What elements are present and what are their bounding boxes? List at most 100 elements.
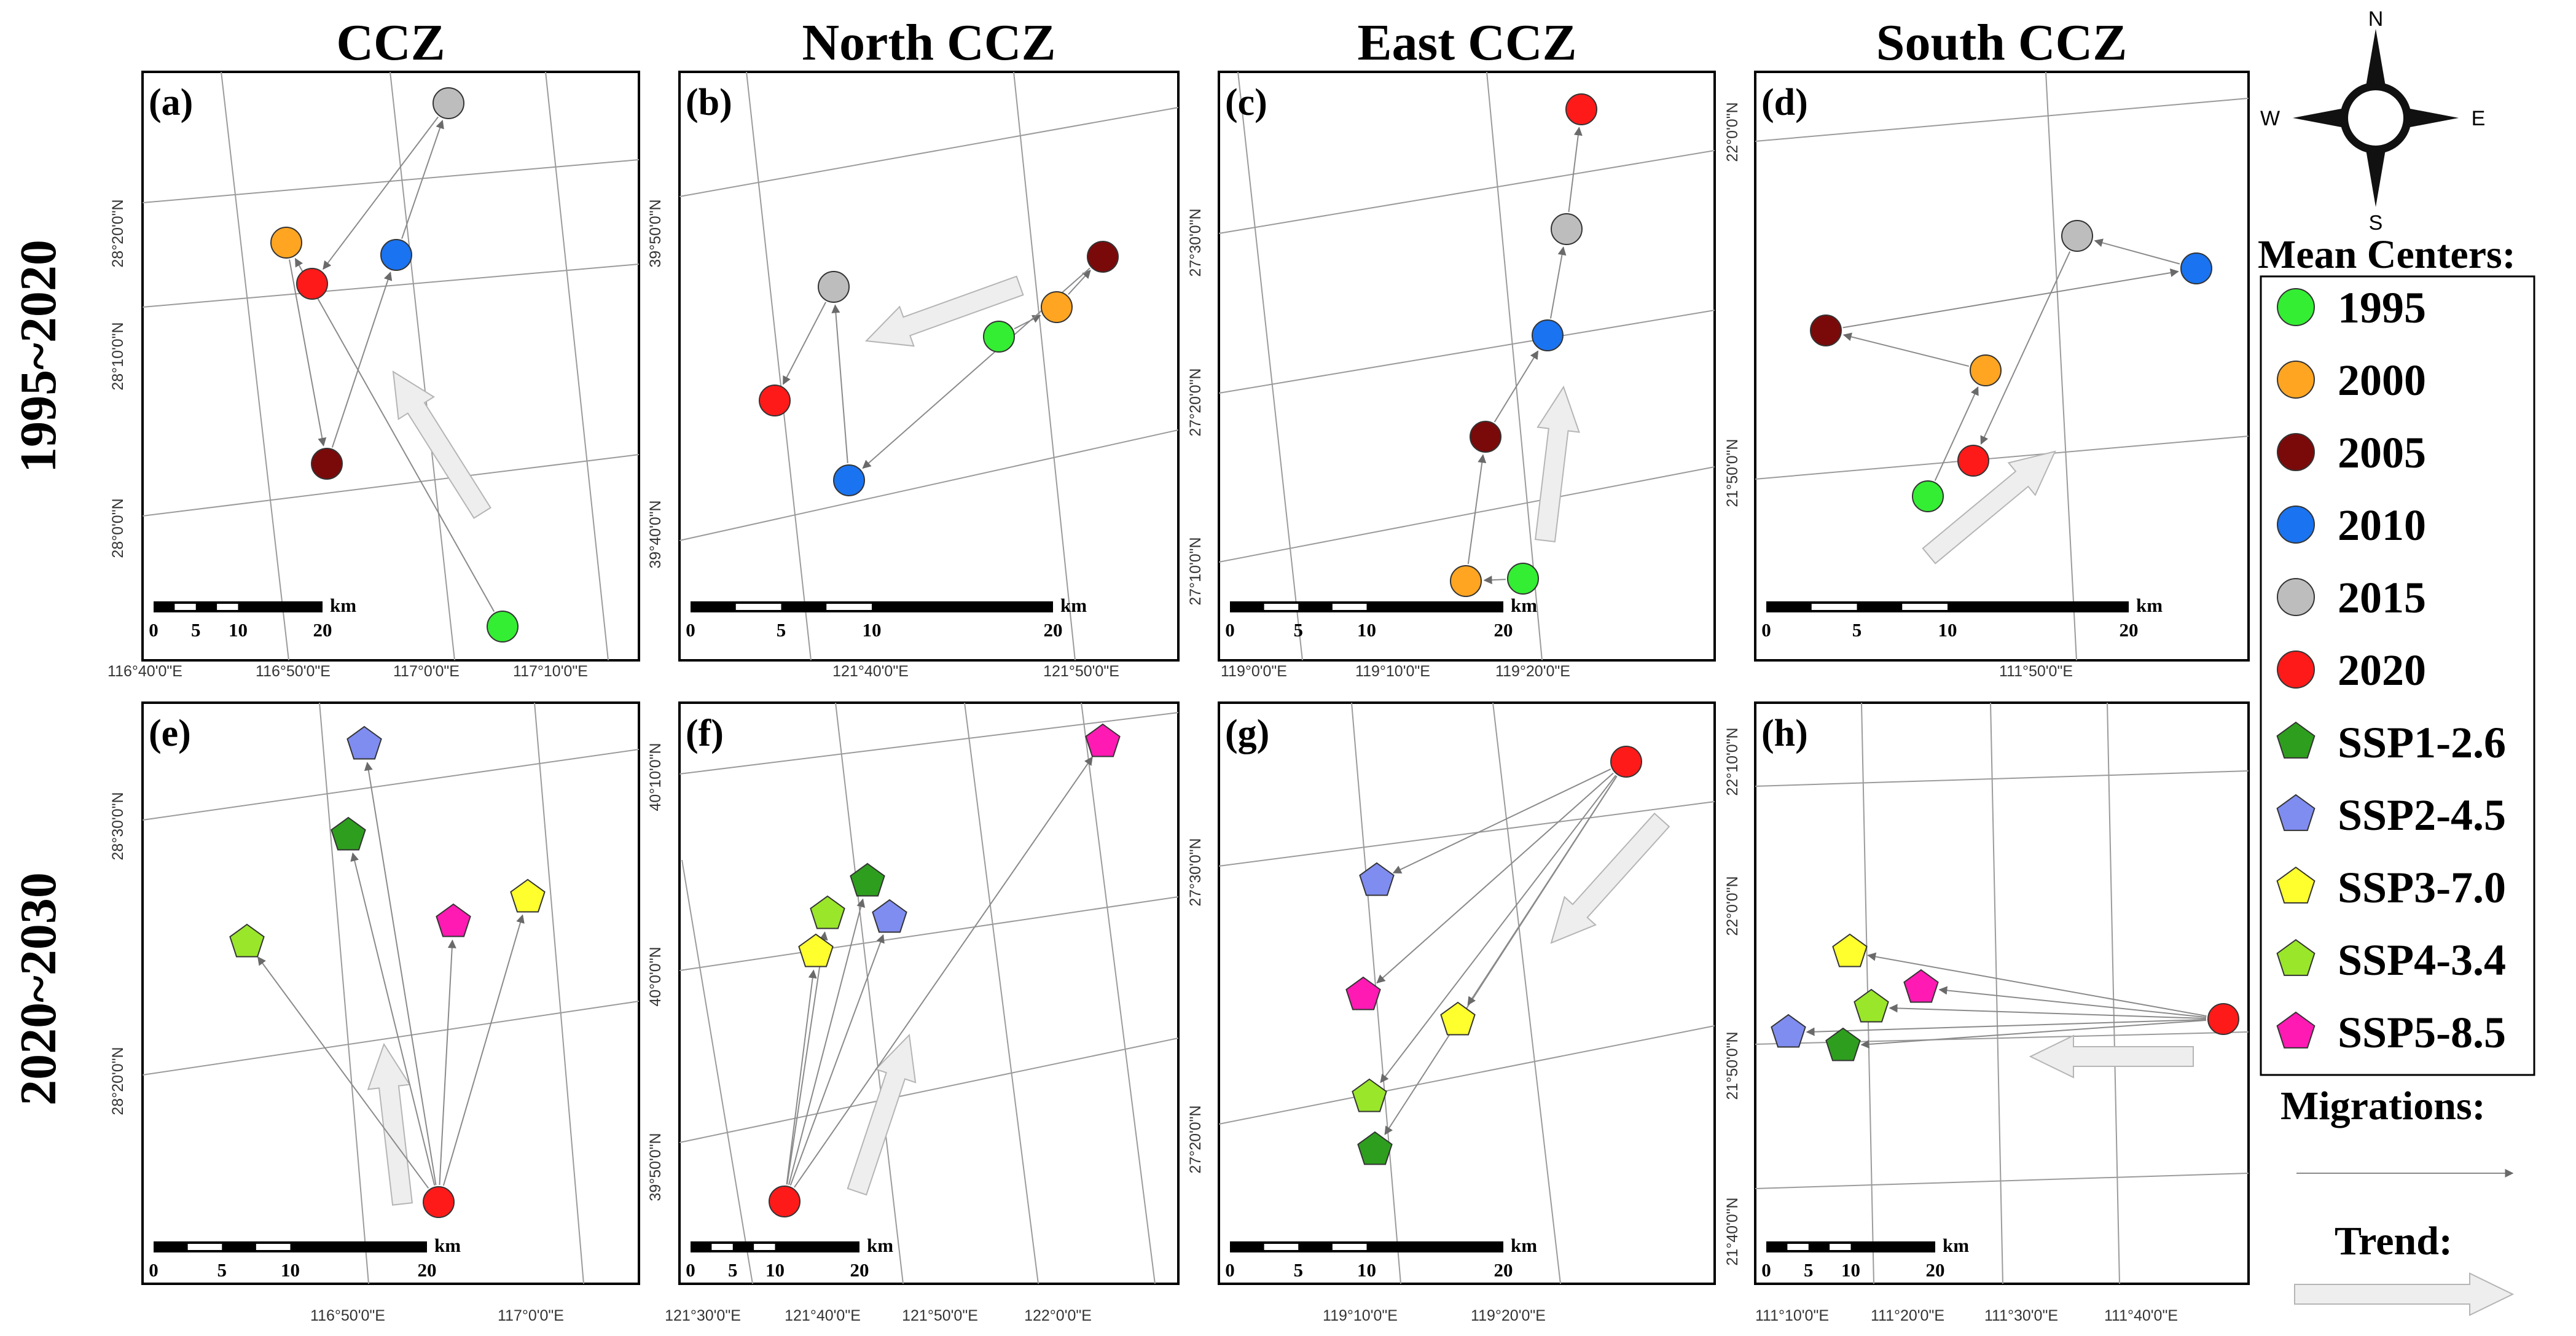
y-tick-label: 40°0'0"N (647, 947, 664, 1006)
graticule-line (746, 72, 812, 660)
graticule-line (835, 703, 904, 1284)
y-tick-label: 27°20'0"N (1187, 368, 1204, 436)
y-tick-label: 27°20'0"N (1187, 1105, 1204, 1173)
panel-h: (h) 0 5 10 20 km (1754, 701, 2250, 1285)
mean-center-ssp2-4-5 (1771, 1014, 1806, 1048)
scale-bar-tick: 20 (1044, 619, 1063, 641)
legend-item: 2010 (2277, 501, 2426, 550)
x-tick-label: 121°50'0"E (1043, 663, 1119, 680)
scale-bar-segment (187, 1244, 222, 1250)
migration-arrow (1392, 768, 1611, 873)
migration-arrow (1980, 251, 2071, 445)
y-tick-label: 21°40'0"N (1724, 1197, 1741, 1265)
graticule-line (1486, 72, 1543, 660)
mean-center-2000 (1970, 354, 2002, 386)
scale-bar-tick: 0 (1761, 1259, 1771, 1281)
trend-arrow (1922, 450, 2056, 564)
scale-bar-tick: 0 (686, 1259, 695, 1281)
y-tick-label: 21°50'0"N (1724, 1031, 1741, 1100)
legend-item: SSP4-3.4 (2276, 936, 2506, 985)
legend-swatch-pentagon (2276, 721, 2316, 759)
panel-frame (141, 71, 640, 662)
migration-arrow (1860, 1019, 2207, 1049)
y-tick-label: 27°30'0"N (1187, 208, 1204, 276)
scale-bar-tick: 20 (1494, 619, 1513, 641)
x-tick-label: 111°10'0"E (1755, 1307, 1829, 1324)
panel-frame (1754, 71, 2250, 662)
scale-bar-unit: km (434, 1235, 461, 1256)
y-tick-label: 28°20'0"N (109, 1047, 127, 1115)
mean-center-ssp5-8-5 (1345, 976, 1381, 1010)
graticule-line (679, 107, 1178, 197)
mean-center-2010 (1532, 319, 1564, 351)
migration-arrow (1014, 314, 1041, 330)
migration-arrow (331, 271, 393, 448)
graticule (143, 72, 639, 660)
compass-north-arm (2365, 29, 2387, 93)
migration-arrow (364, 762, 437, 1186)
mean-center-2020 (1565, 93, 1597, 125)
mean-center-ssp1-2-6 (331, 816, 366, 851)
graticule (679, 703, 1178, 1284)
trend-arrow (392, 370, 491, 519)
y-tick-label: 28°0'0"N (109, 498, 127, 558)
graticule-line (1219, 801, 1715, 867)
legend-label: SSP2-4.5 (2338, 791, 2506, 840)
panel-frame (1218, 71, 1716, 662)
graticule-line (1219, 150, 1715, 234)
scale-bar-tick: 10 (863, 619, 882, 641)
migration-arrow (1568, 127, 1583, 213)
scale-bar-segment (711, 1244, 733, 1250)
migration-arrow (788, 898, 866, 1186)
mean-center-ssp2-4-5 (1359, 862, 1395, 896)
compass-center (2348, 90, 2403, 146)
panel-label: (e) (149, 713, 191, 754)
graticule-line (1492, 703, 1561, 1284)
graticule-line (319, 703, 369, 1284)
y-tick-label: 39°50'0"N (647, 199, 664, 267)
y-tick-label: 28°10'0"N (109, 322, 127, 390)
scale-bar-tick: 5 (217, 1259, 227, 1281)
scale-bar-segment (1902, 604, 1948, 610)
graticule-line (143, 159, 639, 203)
migration-arrow (789, 934, 885, 1186)
panel-label: (f) (686, 713, 724, 754)
x-tick-label: 117°0'0"E (498, 1307, 564, 1324)
graticule-line (143, 1001, 639, 1076)
scale-bar-segment (1787, 1244, 1809, 1250)
scale-bar-unit: km (867, 1235, 893, 1256)
graticule-line (679, 712, 1178, 775)
scale-bar-segment (1264, 604, 1299, 610)
scale-bar-segment (1811, 604, 1857, 610)
graticule-line (143, 749, 639, 821)
mean-center-ssp2-4-5 (346, 725, 382, 760)
legend-label: 1995 (2338, 283, 2426, 332)
migration-arrow (1483, 576, 1506, 585)
mean-center-2020 (769, 1186, 801, 1217)
mean-center-ssp4-3-4 (810, 895, 845, 929)
legend-swatch-circle (2277, 288, 2315, 326)
scale-bar-tick: 0 (149, 619, 159, 641)
mean-center-2020 (759, 385, 791, 416)
graticule-line (2107, 703, 2120, 1284)
mean-center-ssp3-7-0 (510, 878, 546, 913)
migration-arrow (294, 257, 495, 612)
legend-swatch-circle (2277, 506, 2315, 544)
scale-bar-segment (1264, 1244, 1299, 1250)
mean-center-2010 (380, 239, 412, 271)
panel-label: (d) (1761, 82, 1808, 123)
scale-bar-tick: 5 (1852, 619, 1862, 641)
x-tick-label: 119°20'0"E (1471, 1307, 1546, 1324)
panel-b: (b) 0 5 10 20 km (678, 71, 1180, 662)
migration-arrow (289, 259, 327, 447)
graticule-line (964, 703, 1039, 1284)
compass-west-arm (2293, 107, 2351, 129)
mean-center-ssp5-8-5 (436, 903, 471, 937)
trend-arrow (847, 1033, 917, 1196)
scale-bar-tick: 10 (229, 619, 248, 641)
graticule-line (1081, 703, 1156, 1284)
compass-n: N (2368, 7, 2384, 31)
mean-center-1995 (1507, 563, 1539, 595)
legend-label: SSP4-3.4 (2338, 936, 2506, 985)
graticule (1755, 72, 2249, 660)
